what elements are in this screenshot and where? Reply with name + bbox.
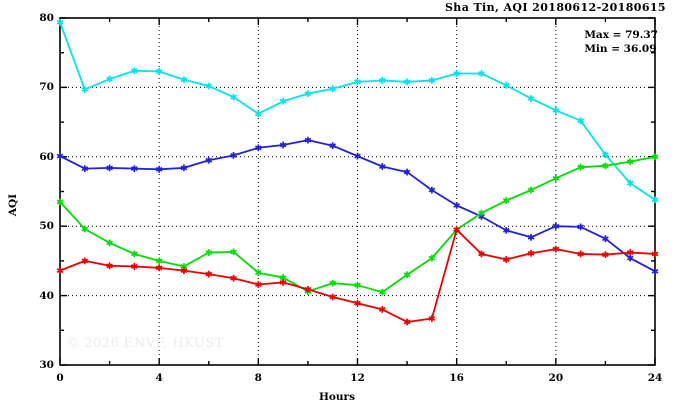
- y-tick-label: 30: [39, 359, 54, 371]
- y-tick-label: 80: [39, 12, 54, 24]
- max-value-label: Max = 79.37: [584, 29, 658, 41]
- x-tick-label: 4: [155, 372, 163, 384]
- y-tick-label: 70: [39, 81, 54, 94]
- x-tick-label: 12: [350, 372, 365, 384]
- statistics-annotation: Max = 79.37 Min = 36.09: [584, 28, 658, 56]
- y-tick-label: 60: [39, 150, 54, 163]
- grid-lines: [60, 18, 655, 365]
- y-tick-label: 40: [39, 289, 54, 302]
- data-markers: [56, 18, 659, 204]
- min-value-label: Min = 36.09: [584, 43, 657, 55]
- series-blue: [56, 136, 659, 275]
- x-tick-label: 0: [56, 372, 64, 384]
- axis-ticks: [59, 17, 656, 366]
- x-tick-label: 24: [647, 372, 663, 384]
- y-tick-label: 50: [39, 220, 54, 233]
- data-markers: [56, 136, 659, 275]
- chart-title: Sha Tin, AQI 20180612-20180615: [444, 1, 666, 14]
- series-cyan: [56, 18, 659, 204]
- x-tick-label: 20: [548, 372, 564, 384]
- data-markers: [56, 226, 659, 326]
- data-line: [59, 155, 656, 294]
- data-line: [59, 228, 656, 323]
- y-axis-title: AQI: [7, 193, 20, 216]
- series-green: [56, 153, 659, 296]
- x-tick-label: 16: [449, 372, 464, 384]
- x-tick-label: 8: [254, 372, 262, 384]
- series-red: [56, 226, 659, 326]
- x-axis-title: Hours: [318, 391, 355, 403]
